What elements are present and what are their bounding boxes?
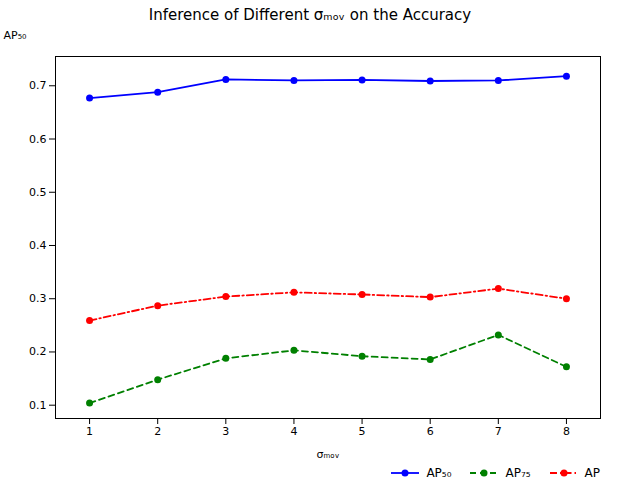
svg-text:2: 2 bbox=[154, 425, 161, 438]
svg-text:0.3: 0.3 bbox=[29, 292, 47, 305]
svg-text:0.2: 0.2 bbox=[29, 345, 47, 358]
html-text:AP₇₅: AP₇₅ bbox=[505, 466, 531, 480]
svg-text:σₘₒᵥ: σₘₒᵥ bbox=[317, 448, 340, 461]
html-text:AP₅₀: AP₅₀ bbox=[426, 466, 452, 480]
svg-text:0.5: 0.5 bbox=[29, 186, 47, 199]
svg-text:8: 8 bbox=[563, 425, 570, 438]
svg-text:7: 7 bbox=[495, 425, 502, 438]
html-text:AP: AP bbox=[584, 466, 600, 480]
svg-text:1: 1 bbox=[86, 425, 93, 438]
svg-text:0.4: 0.4 bbox=[29, 239, 47, 252]
html-text:Inference of Different σₘₒᵥ on: Inference of Different σₘₒᵥ on the Accur… bbox=[148, 6, 472, 24]
svg-text:6: 6 bbox=[427, 425, 434, 438]
svg-text:5: 5 bbox=[359, 425, 366, 438]
svg-text:0.7: 0.7 bbox=[29, 79, 47, 92]
svg-text:AP₅₀: AP₅₀ bbox=[4, 29, 28, 42]
svg-text:0.1: 0.1 bbox=[29, 399, 47, 412]
svg-text:4: 4 bbox=[290, 425, 297, 438]
svg-text:3: 3 bbox=[222, 425, 229, 438]
svg-text:0.6: 0.6 bbox=[29, 133, 47, 146]
